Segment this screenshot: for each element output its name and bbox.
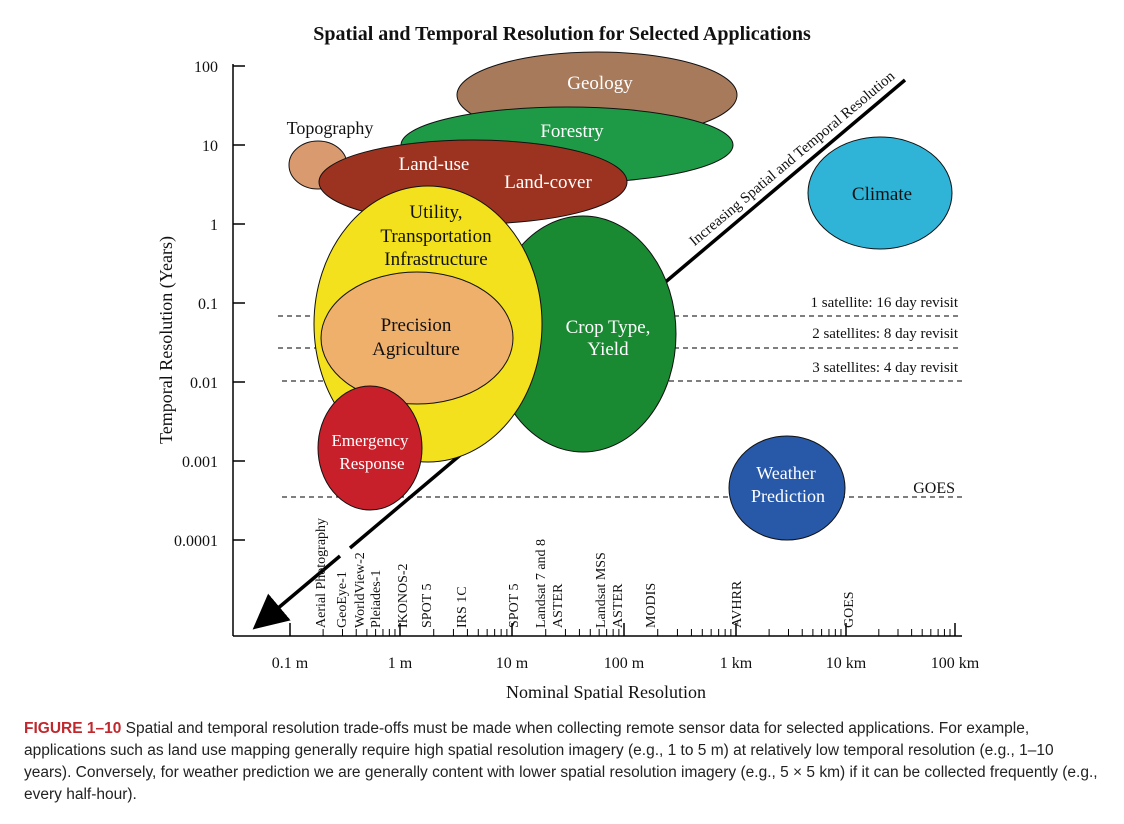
geology-label: Geology [567, 73, 633, 94]
climate-label: Climate [852, 184, 912, 205]
x-tick-label: 1 km [720, 655, 753, 672]
sensor-label: MODIS [644, 583, 659, 628]
emergency-ellipse [317, 385, 423, 511]
sensor-label: IRS 1C [455, 586, 470, 628]
sensor-label: SPOT 5 [420, 584, 435, 628]
x-tick-label: 10 km [826, 655, 867, 672]
croptype-label-line: Yield [587, 339, 629, 360]
croptype-label-line: Crop Type, [566, 317, 651, 338]
precision-ellipse [320, 271, 514, 405]
weather-label-line: Weather [756, 463, 816, 483]
sensor-label: GeoEye-1 [335, 571, 350, 628]
revisit-label-2: 2 satellites: 8 day revisit [812, 326, 959, 342]
y-tick-label: 0.01 [190, 375, 218, 392]
sensor-label: Pleiades-1 [369, 570, 384, 628]
caption-label: FIGURE 1–10 [24, 720, 122, 737]
landcover-label: Land-cover [504, 172, 592, 193]
utility-label-line: Infrastructure [384, 249, 487, 270]
figure-caption: FIGURE 1–10 Spatial and temporal resolut… [24, 718, 1102, 806]
topography-label: Topography [287, 118, 374, 138]
sensor-label: ASTER [551, 583, 566, 628]
sensor-label: WorldView-2 [353, 552, 368, 628]
weather-ellipse [728, 435, 846, 541]
sensor-label: ASTER [611, 583, 626, 628]
y-tick-label: 10 [202, 138, 218, 155]
y-tick-label: 0.1 [198, 296, 218, 313]
x-axis-ticks [289, 623, 956, 636]
revisit-label-3: 3 satellites: 4 day revisit [812, 360, 959, 376]
emergency-label-line: Emergency [331, 431, 409, 450]
sensor-label: Aerial Photography [314, 518, 329, 628]
precision-label-line: Agriculture [372, 339, 460, 360]
y-tick-label: 100 [194, 59, 218, 76]
sensor-label: GOES [842, 591, 857, 628]
weather-label-line: Prediction [751, 486, 825, 506]
x-tick-label: 100 km [931, 655, 980, 672]
x-axis-title: Nominal Spatial Resolution [506, 682, 706, 700]
resolution-diagram: Spatial and Temporal Resolution for Sele… [156, 23, 980, 700]
sensor-label: IKONOS-2 [396, 563, 411, 628]
diagram-title: Spatial and Temporal Resolution for Sele… [313, 23, 811, 45]
x-tick-label: 1 m [388, 655, 413, 672]
goes-revisit-label: GOES [913, 480, 955, 497]
utility-label-line: Transportation [380, 226, 492, 247]
landuse-label: Land-use [399, 154, 470, 175]
sensor-label: SPOT 5 [507, 584, 522, 628]
sensor-label: AVHRR [730, 580, 745, 628]
climate-ellipse [807, 136, 953, 250]
sensor-label: Landsat MSS [594, 552, 609, 628]
y-axis-ticks [233, 65, 245, 541]
x-tick-label: 100 m [604, 655, 645, 672]
emergency-label-line: Response [339, 454, 404, 473]
precision-label-line: Precision [381, 315, 452, 336]
forestry-label: Forestry [540, 121, 604, 142]
y-tick-label: 0.0001 [174, 533, 218, 550]
x-tick-label: 10 m [496, 655, 529, 672]
y-tick-label: 0.001 [182, 454, 218, 471]
caption-text: Spatial and temporal resolution trade-of… [24, 720, 1098, 803]
sensor-label: Landsat 7 and 8 [534, 539, 549, 628]
y-axis-title: Temporal Resolution (Years) [156, 236, 177, 444]
revisit-label-1: 1 satellite: 16 day revisit [811, 295, 959, 311]
x-tick-label: 0.1 m [272, 655, 309, 672]
sensor-labels: Aerial Photography GeoEye-1 WorldView-2 … [314, 518, 857, 628]
utility-label-line: Utility, [409, 202, 462, 223]
y-tick-label: 1 [210, 217, 218, 234]
diagonal-arrow [252, 554, 342, 630]
